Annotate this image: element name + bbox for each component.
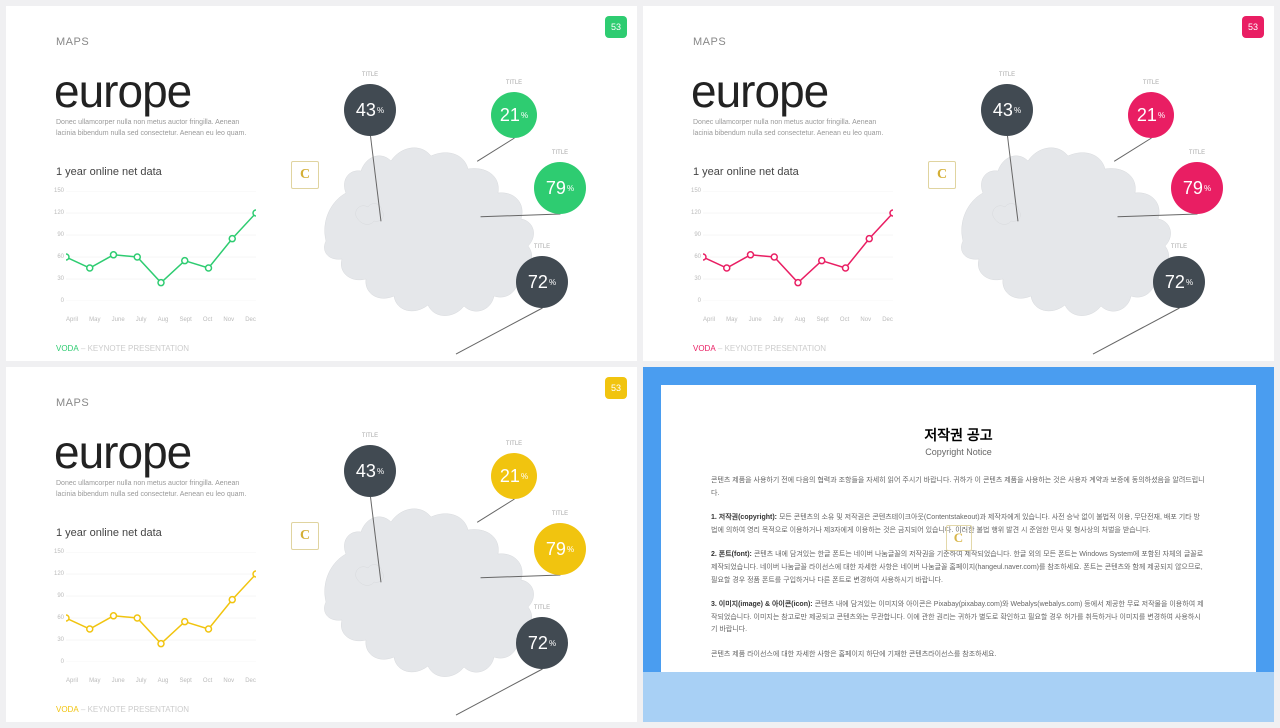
- bubble-title: TITLE: [494, 441, 534, 447]
- chart-title: 1 year online net data: [693, 166, 799, 178]
- copyright-subtitle: Copyright Notice: [711, 447, 1206, 457]
- footer-text: VODA – KEYNOTE PRESENTATION: [693, 344, 826, 353]
- europe-map: TITLE 43% TITLE 21% TITLE 79% TITLE 72%: [903, 66, 1254, 321]
- slide-1: 53 MAPS europe Donec ullamcorper nulla n…: [6, 6, 637, 361]
- stat-bubble: 43%: [981, 84, 1033, 136]
- bubble-title: TITLE: [987, 72, 1027, 78]
- europe-map: TITLE 43% TITLE 21% TITLE 79% TITLE 72%: [266, 427, 617, 682]
- slide-2: 53 MAPS europe Donec ullamcorper nulla n…: [643, 6, 1274, 361]
- subtitle-text: Donec ullamcorper nulla non metus auctor…: [693, 118, 893, 139]
- bubble-title: TITLE: [1177, 150, 1217, 156]
- bubble-title: TITLE: [350, 72, 390, 78]
- bubble-title: TITLE: [540, 511, 580, 517]
- bubble-title: TITLE: [540, 150, 580, 156]
- subtitle-text: Donec ullamcorper nulla non metus auctor…: [56, 479, 256, 500]
- copyright-bottom-bar: [643, 672, 1274, 722]
- europe-map: TITLE 43% TITLE 21% TITLE 79% TITLE 72%: [266, 66, 617, 321]
- slide-3: 53 MAPS europe Donec ullamcorper nulla n…: [6, 367, 637, 722]
- page-badge: 53: [605, 377, 627, 399]
- bubble-title: TITLE: [522, 605, 562, 611]
- bubble-title: TITLE: [1159, 244, 1199, 250]
- stat-bubble: 21%: [491, 453, 537, 499]
- page-title: europe: [54, 64, 191, 118]
- section-label: MAPS: [693, 36, 726, 48]
- section-label: MAPS: [56, 36, 89, 48]
- copyright-title: 저작권 공고: [711, 425, 1206, 445]
- chart-title: 1 year online net data: [56, 166, 162, 178]
- stat-bubble: 79%: [1171, 162, 1223, 214]
- chart-title: 1 year online net data: [56, 527, 162, 539]
- copyright-panel: 저작권 공고 Copyright Notice 콘텐츠 제품을 사용하기 전에 …: [661, 385, 1256, 704]
- stat-bubble: 43%: [344, 84, 396, 136]
- subtitle-text: Donec ullamcorper nulla non metus auctor…: [56, 118, 256, 139]
- bubble-title: TITLE: [350, 433, 390, 439]
- stat-bubble: 21%: [1128, 92, 1174, 138]
- footer-text: VODA – KEYNOTE PRESENTATION: [56, 705, 189, 714]
- slide-grid: 53 MAPS europe Donec ullamcorper nulla n…: [6, 6, 1274, 722]
- page-title: europe: [691, 64, 828, 118]
- bubble-title: TITLE: [522, 244, 562, 250]
- stat-bubble: 79%: [534, 523, 586, 575]
- slide-copyright: 저작권 공고 Copyright Notice 콘텐츠 제품을 사용하기 전에 …: [643, 367, 1274, 722]
- copyright-body: 콘텐츠 제품을 사용하기 전에 다음의 협력과 조항들을 자세히 읽어 주시기 …: [711, 475, 1206, 662]
- stat-bubble: 72%: [516, 617, 568, 669]
- page-badge: 53: [1242, 16, 1264, 38]
- stat-bubble: 21%: [491, 92, 537, 138]
- page-title: europe: [54, 425, 191, 479]
- bubble-title: TITLE: [1131, 80, 1171, 86]
- stat-bubble: 72%: [516, 256, 568, 308]
- stat-bubble: 72%: [1153, 256, 1205, 308]
- bubble-title: TITLE: [494, 80, 534, 86]
- page-badge: 53: [605, 16, 627, 38]
- footer-text: VODA – KEYNOTE PRESENTATION: [56, 344, 189, 353]
- line-chart: 0306090120150AprilMayJuneJulyAugSeptOctN…: [46, 552, 256, 672]
- line-chart: 0306090120150AprilMayJuneJulyAugSeptOctN…: [683, 191, 893, 311]
- section-label: MAPS: [56, 397, 89, 409]
- logo-watermark: C: [946, 525, 972, 551]
- stat-bubble: 43%: [344, 445, 396, 497]
- stat-bubble: 79%: [534, 162, 586, 214]
- line-chart: 0306090120150AprilMayJuneJulyAugSeptOctN…: [46, 191, 256, 311]
